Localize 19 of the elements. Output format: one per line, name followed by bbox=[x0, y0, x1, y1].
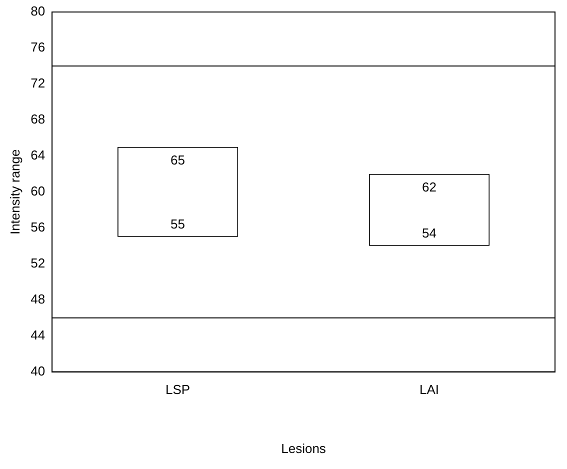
y-tick-label: 68 bbox=[30, 112, 46, 127]
x-tick-label: LAI bbox=[420, 382, 440, 398]
y-tick-label: 80 bbox=[30, 4, 46, 19]
annotation: 65 bbox=[170, 152, 186, 168]
y-tick-label: 44 bbox=[30, 327, 46, 342]
y-tick-label: 72 bbox=[30, 76, 46, 91]
y-tick-label: 64 bbox=[30, 148, 46, 162]
y-tick-label: 40 bbox=[30, 363, 46, 378]
y-tick-label: 56 bbox=[30, 219, 46, 234]
annotation: 62 bbox=[422, 179, 436, 194]
y-tick-label: 52 bbox=[30, 255, 46, 270]
y-axis-title: Intensity range bbox=[7, 149, 22, 235]
annotation: 54 bbox=[422, 225, 436, 240]
x-axis-title: Lesions bbox=[281, 440, 326, 456]
y-tick-label: 76 bbox=[30, 40, 46, 55]
x-tick-label: LSP bbox=[166, 382, 190, 398]
y-tick-label: 60 bbox=[30, 183, 46, 198]
y-tick-label: 48 bbox=[30, 291, 46, 306]
annotation: 55 bbox=[170, 216, 186, 232]
